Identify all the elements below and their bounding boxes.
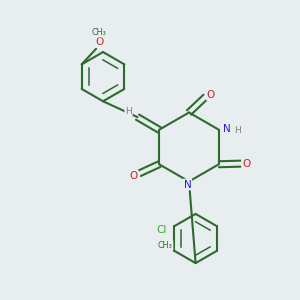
Text: CH₃: CH₃ xyxy=(158,241,173,250)
Text: O: O xyxy=(130,171,138,181)
Text: Cl: Cl xyxy=(157,225,167,235)
Text: O: O xyxy=(242,159,250,169)
Text: CH₃: CH₃ xyxy=(92,28,106,37)
Text: H: H xyxy=(234,126,241,135)
Text: N: N xyxy=(184,179,191,190)
Text: H: H xyxy=(125,107,132,116)
Text: O: O xyxy=(207,90,215,100)
Text: O: O xyxy=(95,37,103,47)
Text: N: N xyxy=(224,124,231,134)
